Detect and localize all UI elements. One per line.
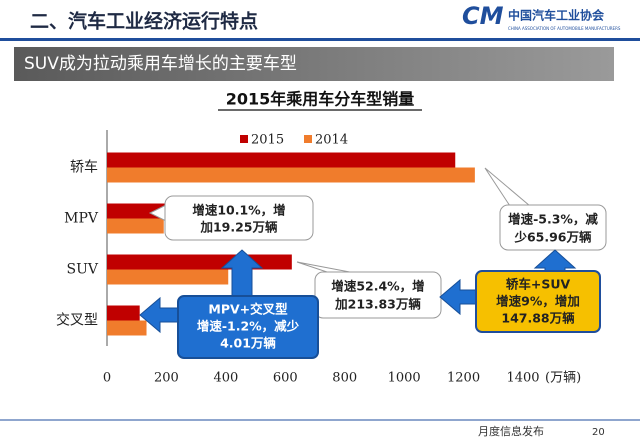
- callout-text: 增速-1.2%，减少: [197, 319, 300, 334]
- y-tick-label: MPV: [64, 211, 99, 227]
- callout-join: [331, 272, 354, 276]
- callout-pointer: [296, 261, 356, 274]
- chart-title: 2015年乘用车分车型销量: [226, 90, 415, 109]
- chart: 0 200 400 600 800 1000 1200 1400 (万辆) 轿车 MPV SUV 交叉型…: [56, 133, 581, 386]
- callout: [177, 295, 319, 359]
- callout-text: 147.88万辆: [501, 311, 575, 326]
- legend-swatch: [304, 135, 312, 143]
- x-tick-label: 1000: [388, 371, 421, 386]
- arrow: [220, 249, 264, 298]
- logo-mark: CM: [462, 2, 504, 30]
- callout-text: 增速10.1%，增: [192, 203, 285, 218]
- y-tick-label: SUV: [67, 262, 99, 278]
- callout-text: 增速52.4%，增: [331, 279, 424, 294]
- y-tick-label: 轿车: [70, 159, 98, 176]
- bar: [107, 167, 475, 183]
- bar: [107, 269, 229, 285]
- legend-label: 2014: [315, 133, 348, 148]
- callout-text: 少65.96万辆: [513, 230, 592, 245]
- logo-en: CHINA ASSOCIATION OF AUTOMOBILE MANUFACT…: [508, 26, 621, 31]
- header-title: 二、汽车工业经济运行特点: [30, 10, 258, 33]
- page-number: 20: [592, 427, 605, 438]
- callout: [475, 270, 601, 333]
- x-tick-label: 1200: [447, 371, 480, 386]
- arrow: [139, 296, 181, 334]
- banner: [14, 47, 614, 81]
- x-tick-label: 200: [154, 371, 179, 386]
- x-tick-label: 600: [273, 371, 298, 386]
- x-tick-label: 400: [213, 371, 238, 386]
- bar: [107, 152, 456, 168]
- callout: [164, 195, 314, 241]
- arrow: [533, 249, 577, 273]
- callout-text: MPV+交叉型: [208, 302, 288, 317]
- callout-join: [166, 205, 169, 221]
- y-tick-label: 交叉型: [56, 312, 98, 329]
- callout-text: 增速-5.3%，减: [508, 212, 598, 227]
- x-axis-label: (万辆): [545, 371, 581, 386]
- callout-text: 轿车+SUV: [506, 277, 571, 292]
- footer-text: 月度信息发布: [478, 424, 544, 438]
- header-rule: [0, 38, 640, 41]
- callout-pointer: [484, 167, 532, 207]
- callout-text: 增速9%，增加: [496, 294, 580, 309]
- callout-text: 4.01万辆: [220, 336, 276, 351]
- x-tick-label: 800: [332, 371, 357, 386]
- bar: [107, 218, 164, 234]
- x-tick-label: 1400: [506, 371, 539, 386]
- legend-label: 2015: [251, 133, 284, 148]
- callout-join: [511, 205, 529, 209]
- banner-text: SUV成为拉动乘用车增长的主要车型: [24, 54, 297, 74]
- bar: [107, 254, 292, 270]
- callout: [499, 204, 607, 251]
- callout-text: 加213.83万辆: [334, 297, 421, 312]
- arrow: [439, 278, 477, 316]
- callout: [314, 271, 442, 319]
- bar: [107, 305, 140, 321]
- logo-text: 中国汽车工业协会: [508, 8, 605, 23]
- bar: [107, 320, 147, 336]
- x-tick-label: 0: [103, 371, 111, 386]
- callout-text: 加19.25万辆: [199, 220, 278, 235]
- legend-swatch: [240, 135, 248, 143]
